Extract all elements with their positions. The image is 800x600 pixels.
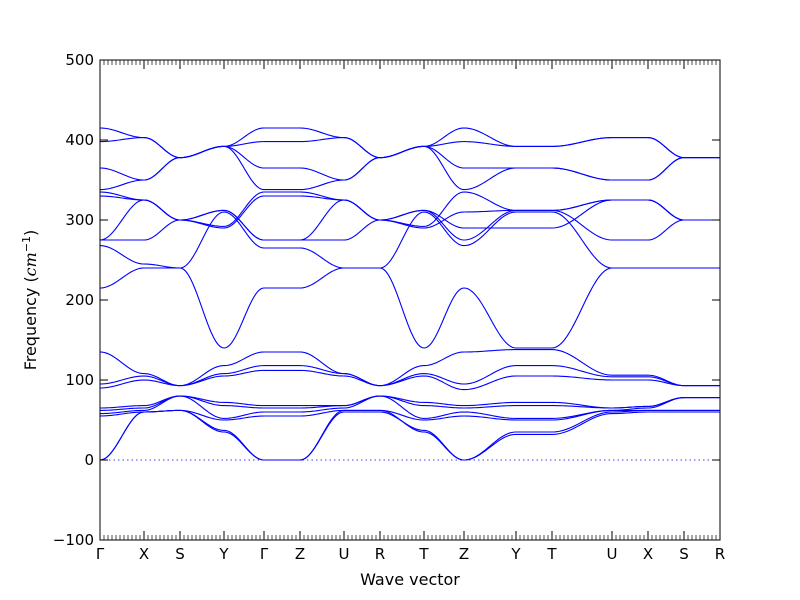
phonon-band <box>99 369 720 391</box>
x-tick-label: T <box>546 545 557 563</box>
phonon-band <box>99 191 720 227</box>
y-tick-label: 300 <box>65 211 94 229</box>
x-tick-label: Z <box>295 545 305 563</box>
y-axis-title-close: ) <box>21 230 40 236</box>
phonon-band <box>99 395 720 409</box>
x-tick-label: Γ <box>96 545 105 563</box>
y-tick-label: 0 <box>84 451 94 469</box>
y-tick-label: 200 <box>65 291 94 309</box>
phonon-band <box>99 245 720 349</box>
minor-ticks <box>103 60 717 540</box>
x-tick-label: Γ <box>260 545 269 563</box>
y-axis-title-exponent: −1 <box>20 236 33 252</box>
y-tick-label: 500 <box>65 51 94 69</box>
y-tick-label: 400 <box>65 131 94 149</box>
x-tick-label: Y <box>218 545 229 563</box>
x-tick-label: S <box>175 545 185 563</box>
plot-background <box>100 60 720 540</box>
x-tick-label: Y <box>510 545 521 563</box>
phonon-band <box>99 395 720 419</box>
phonon-band <box>99 349 720 387</box>
x-tick-label: R <box>715 545 725 563</box>
phonon-band <box>99 409 720 461</box>
y-axis-title-unit: cm <box>21 252 40 276</box>
x-tick-label: U <box>339 545 350 563</box>
y-tick-label: 100 <box>65 371 94 389</box>
x-axis-title: Wave vector <box>360 570 460 589</box>
y-tick-label: −100 <box>53 531 94 549</box>
y-axis-title-main: Frequency ( <box>21 276 40 370</box>
x-tick-label: S <box>679 545 689 563</box>
x-tick-label: X <box>139 545 149 563</box>
x-tick-label: T <box>418 545 429 563</box>
phonon-band <box>99 127 720 159</box>
y-axis: −100 0 100 200 300 400 500 <box>53 51 720 549</box>
x-tick-label: X <box>643 545 653 563</box>
phonon-band <box>99 409 720 421</box>
y-axis-title: Frequency (cm−1) <box>20 230 40 371</box>
phonon-bands <box>99 127 720 461</box>
phonon-band <box>99 365 720 387</box>
x-tick-label: U <box>607 545 618 563</box>
x-tick-label: Z <box>459 545 469 563</box>
x-tick-label: R <box>375 545 385 563</box>
